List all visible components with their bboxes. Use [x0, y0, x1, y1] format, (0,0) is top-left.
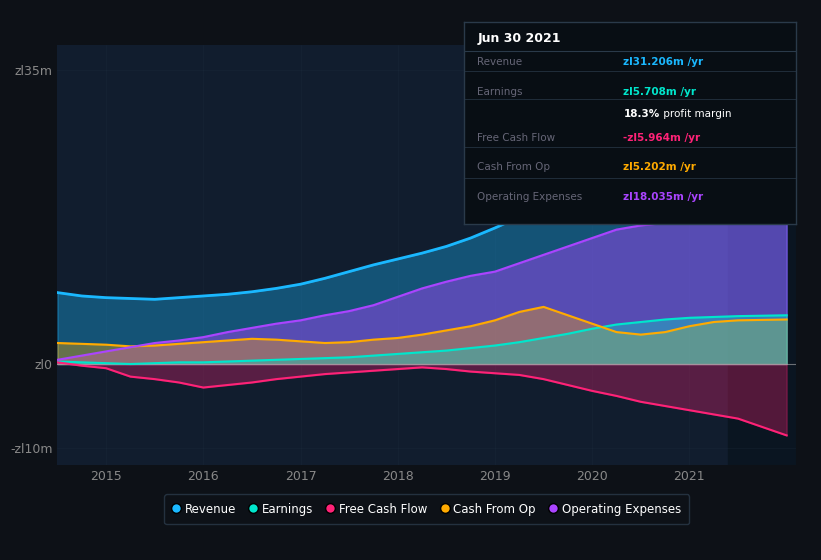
Text: zl31.206m /yr: zl31.206m /yr [623, 57, 704, 67]
Text: Jun 30 2021: Jun 30 2021 [477, 32, 561, 45]
Text: Operating Expenses: Operating Expenses [477, 192, 582, 202]
Legend: Revenue, Earnings, Free Cash Flow, Cash From Op, Operating Expenses: Revenue, Earnings, Free Cash Flow, Cash … [164, 494, 690, 524]
Text: zl5.708m /yr: zl5.708m /yr [623, 87, 696, 97]
Text: Free Cash Flow: Free Cash Flow [477, 133, 555, 143]
Text: zl5.202m /yr: zl5.202m /yr [623, 161, 696, 171]
Text: profit margin: profit margin [660, 109, 732, 119]
Text: -zl5.964m /yr: -zl5.964m /yr [623, 133, 700, 143]
Text: Earnings: Earnings [477, 87, 523, 97]
Text: zl18.035m /yr: zl18.035m /yr [623, 192, 704, 202]
Text: Cash From Op: Cash From Op [477, 161, 550, 171]
Bar [728, 45, 796, 465]
Text: 18.3%: 18.3% [623, 109, 660, 119]
Text: Revenue: Revenue [477, 57, 522, 67]
